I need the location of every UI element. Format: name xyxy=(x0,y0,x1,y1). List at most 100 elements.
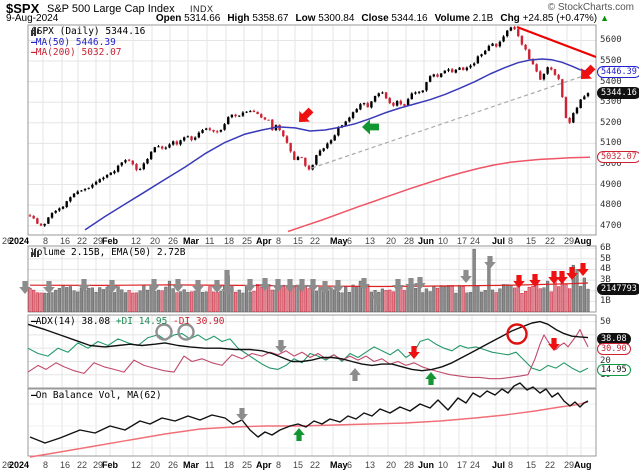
volume-bar xyxy=(494,292,498,312)
volume-bar xyxy=(160,290,164,312)
adx-annotation-arrow xyxy=(425,372,437,385)
volume-bar xyxy=(303,286,307,312)
volume-distribution-arrow xyxy=(272,279,284,292)
trendline xyxy=(311,72,593,169)
quote-value: 5344.16 xyxy=(388,13,428,24)
date-label: Jul xyxy=(492,460,506,470)
volume-bar xyxy=(65,287,69,312)
candle-body xyxy=(201,130,204,133)
volume-bar xyxy=(523,291,528,312)
date-label: 29 xyxy=(93,236,104,246)
candle-body xyxy=(326,143,329,149)
volume-axis-label: 6B xyxy=(600,243,611,254)
volume-bar xyxy=(490,289,495,312)
trendline xyxy=(516,25,597,59)
candle-body xyxy=(120,162,123,166)
date-label: 8 xyxy=(508,460,514,470)
volume-bar xyxy=(557,286,561,312)
date-label: 22 xyxy=(545,236,556,246)
volume-bar xyxy=(90,287,95,312)
candle-body xyxy=(28,215,32,217)
candle-body xyxy=(39,223,43,226)
ma50-legend: MA(50) 5446.39 xyxy=(35,36,116,48)
date-label: 12 xyxy=(131,236,142,246)
volume-bar xyxy=(182,289,186,312)
volume-bar xyxy=(498,288,502,312)
volume-bar xyxy=(200,292,205,312)
volume-bar xyxy=(98,287,102,312)
volume-bar xyxy=(527,286,531,312)
candle-body xyxy=(58,208,61,211)
volume-bar xyxy=(149,286,153,312)
price-annotation-arrow xyxy=(581,64,596,79)
date-label: 17 xyxy=(457,460,468,470)
volume-bar xyxy=(443,286,447,312)
candle-body xyxy=(252,110,256,113)
index-name: S&P 500 Large Cap Index xyxy=(47,3,175,15)
candle-body xyxy=(553,69,557,75)
candle-body xyxy=(304,157,307,166)
candle-body xyxy=(116,165,120,172)
candle-body xyxy=(160,146,164,149)
date-label: 22 xyxy=(77,460,88,470)
volume-distribution-arrow xyxy=(405,278,417,291)
volume-distribution-arrow xyxy=(43,281,55,294)
candle-body xyxy=(414,92,417,94)
ndi-legend-text: -DI 30.90 xyxy=(173,316,225,327)
volume-bar xyxy=(571,264,575,312)
obv-legend: —On Balance Vol, MA(62) xyxy=(31,390,162,401)
candle-body xyxy=(61,206,65,209)
volume-axis-label: 5B xyxy=(600,253,611,264)
minus-di-line xyxy=(27,329,589,380)
volume-bar xyxy=(329,287,333,312)
candle-body xyxy=(230,114,234,118)
candle-body xyxy=(245,111,248,113)
volume-bar xyxy=(112,292,117,312)
obv-legend-text: On Balance Vol, MA(62) xyxy=(35,390,162,401)
volume-bar xyxy=(189,291,194,312)
copyright: © StockCharts.com xyxy=(547,2,634,13)
candle-body xyxy=(94,181,98,185)
candle-body xyxy=(355,109,358,113)
candle-body xyxy=(186,136,190,138)
candle-body xyxy=(476,56,480,64)
date-label: 26 xyxy=(168,236,179,246)
plus-di-line xyxy=(27,333,589,373)
volume-bar xyxy=(336,292,340,312)
candle-body xyxy=(238,115,241,117)
volume-distribution-arrow xyxy=(221,270,233,296)
date-label: 15 xyxy=(526,236,537,246)
volume-alert-arrow xyxy=(577,263,589,276)
volume-bar xyxy=(579,286,583,312)
volume-distribution-arrow xyxy=(106,280,118,293)
volume-bar xyxy=(46,293,50,312)
date-label: 20 xyxy=(386,236,397,246)
volume-bar xyxy=(450,285,454,312)
volume-bar xyxy=(439,285,443,312)
volume-bar xyxy=(76,291,80,312)
volume-alert-arrow xyxy=(566,267,578,280)
candle-body xyxy=(421,90,425,93)
candle-body xyxy=(329,140,333,144)
adx-badge: 14.95 xyxy=(597,364,631,377)
volume-distribution-arrow xyxy=(244,279,256,292)
volume-bar xyxy=(233,291,238,312)
date-label: Mar xyxy=(183,460,200,470)
volume-distribution-arrow xyxy=(296,279,308,292)
candle-body xyxy=(509,27,513,31)
volume-bar xyxy=(39,292,43,312)
volume-bar xyxy=(542,287,546,312)
candle-body xyxy=(296,156,300,160)
candle-body xyxy=(495,43,498,47)
volume-bar xyxy=(256,284,260,312)
candle-body xyxy=(392,102,395,106)
candle-body xyxy=(461,67,465,70)
candle-body xyxy=(561,79,564,97)
volume-badge: 2147793 xyxy=(597,283,639,296)
volume-bar xyxy=(344,286,348,312)
candle-body xyxy=(513,27,516,30)
chart-date: 9-Aug-2024 xyxy=(6,13,59,24)
candle-body xyxy=(502,36,505,42)
date-label: 8 xyxy=(43,236,49,246)
